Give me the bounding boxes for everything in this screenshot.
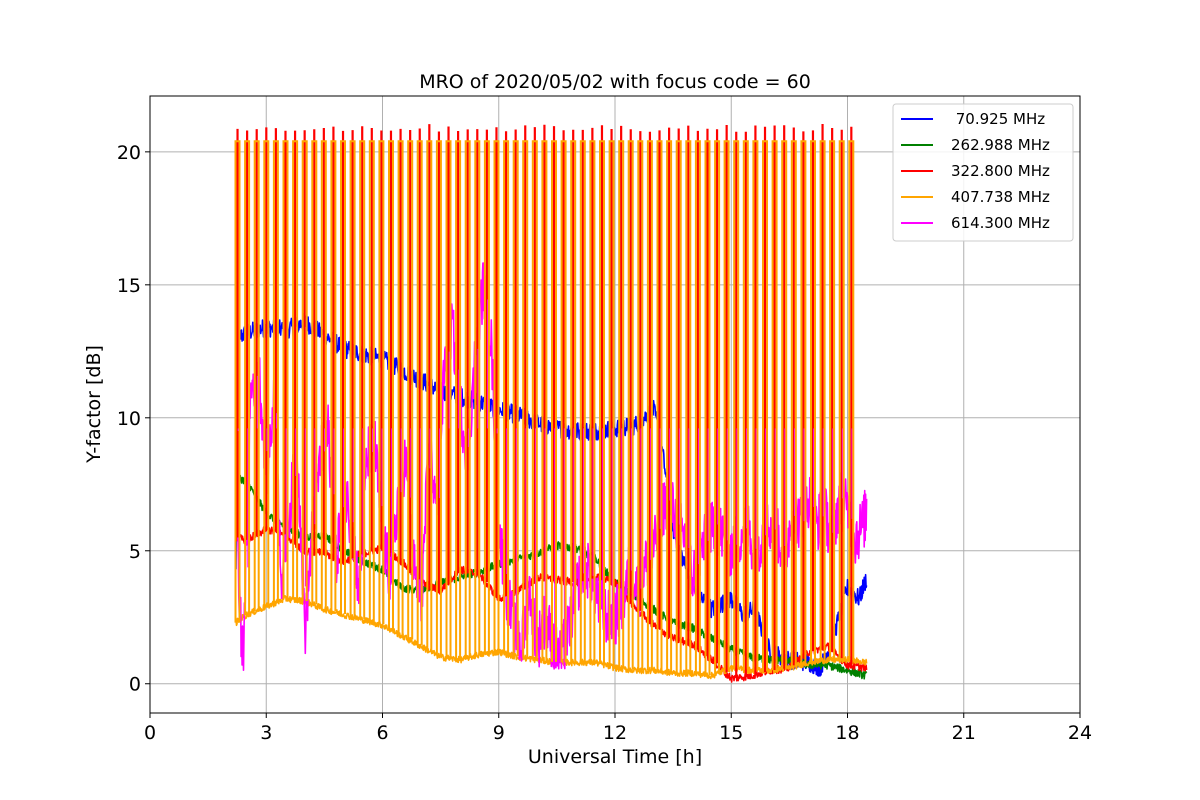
series-layer [234, 123, 868, 683]
spike-orange [810, 140, 816, 663]
spike-orange [570, 140, 577, 663]
spike-orange [388, 140, 394, 630]
x-tick-label: 12 [603, 722, 627, 744]
spike-orange [694, 140, 701, 674]
x-tick-label: 18 [835, 722, 859, 744]
chart-title: MRO of 2020/05/02 with focus code = 60 [419, 71, 811, 93]
spike-orange [397, 140, 404, 635]
y-tick-label: 20 [117, 142, 141, 164]
spike-orange [292, 140, 299, 600]
spike-orange [675, 140, 682, 674]
x-tick-label: 9 [493, 722, 505, 744]
spike-orange [330, 140, 337, 612]
spike-orange [752, 140, 759, 671]
spike-orange [340, 140, 346, 614]
y-tick-label: 5 [129, 541, 141, 563]
spike-orange [493, 140, 500, 653]
x-tick-label: 3 [260, 722, 272, 744]
spike-orange [790, 140, 797, 667]
spike-orange [253, 140, 260, 612]
spike-orange [685, 140, 692, 674]
spike-orange [301, 140, 308, 601]
spike-orange [714, 140, 721, 675]
x-tick-label: 6 [376, 722, 388, 744]
spike-orange [455, 140, 462, 660]
spike-orange [551, 140, 557, 662]
spike-orange [704, 140, 711, 675]
x-tick-label: 21 [952, 722, 976, 744]
spike-orange [541, 140, 548, 661]
y-tick-label: 0 [129, 674, 141, 696]
x-tick-label: 0 [144, 722, 156, 744]
spike-orange [762, 140, 768, 671]
spike-orange [464, 140, 471, 659]
y-axis-label: Y-factor [dB] [83, 345, 105, 464]
spike-orange [378, 140, 385, 625]
spike-orange [579, 140, 586, 663]
calibration-spikes [234, 123, 855, 678]
axis-ticks: 0 3 6 9 12 15 18 21 24 0 5 10 15 20 [117, 142, 1092, 744]
spike-orange [426, 140, 433, 651]
spike-orange [800, 140, 807, 665]
spike-orange [282, 140, 289, 600]
x-tick-label: 24 [1068, 722, 1092, 744]
legend-label-1: 262.988 MHz [951, 136, 1050, 154]
spike-orange [263, 140, 270, 608]
legend-label-0: 70.925 MHz [951, 110, 1045, 128]
spike-orange [646, 140, 653, 671]
spike-orange [781, 140, 788, 669]
spike-orange [531, 140, 538, 660]
spike-orange [666, 140, 673, 673]
spike-orange [656, 140, 663, 671]
y-tick-label: 10 [117, 408, 141, 430]
spike-orange [627, 140, 634, 670]
x-axis-label: Universal Time [h] [528, 746, 702, 768]
spike-orange [349, 140, 356, 617]
spike-orange [435, 140, 442, 656]
spike-orange [733, 140, 740, 669]
spike-orange [483, 140, 490, 654]
spike-orange [560, 140, 567, 663]
spike-orange [829, 140, 836, 660]
spike-orange [359, 140, 366, 620]
spike-orange [512, 140, 519, 657]
spike-orange [320, 140, 327, 609]
spike-orange [618, 140, 625, 669]
spike-orange [599, 140, 605, 664]
spike-orange [474, 140, 481, 656]
spike-orange [771, 140, 778, 670]
legend-box [892, 103, 1074, 242]
plot-series-group [234, 123, 868, 683]
legend-label-3: 407.738 MHz [951, 188, 1050, 206]
spike-orange [416, 140, 423, 645]
spike-orange [637, 140, 644, 671]
spike-orange [838, 140, 845, 660]
legend: 70.925 MHz 262.988 MHz 322.800 MHz 407.738 … [892, 103, 1074, 242]
spike-orange [608, 140, 615, 667]
spike-orange [272, 140, 279, 604]
spike-orange [742, 140, 749, 670]
spike-orange [819, 140, 826, 661]
spike-orange [234, 140, 241, 623]
spike-orange [445, 140, 452, 658]
spike-orange [723, 140, 730, 671]
y-tick-label: 15 [117, 275, 141, 297]
legend-label-4: 614.300 MHz [951, 214, 1050, 232]
spike-orange [311, 140, 318, 605]
spike-orange [522, 140, 529, 658]
spike-orange [368, 140, 375, 622]
legend-label-2: 322.800 MHz [951, 162, 1050, 180]
spike-orange [244, 140, 251, 616]
spike-orange [589, 140, 596, 663]
x-tick-label: 15 [719, 722, 743, 744]
spike-orange [503, 140, 510, 654]
spike-orange [407, 140, 414, 640]
spike-orange [848, 140, 855, 661]
